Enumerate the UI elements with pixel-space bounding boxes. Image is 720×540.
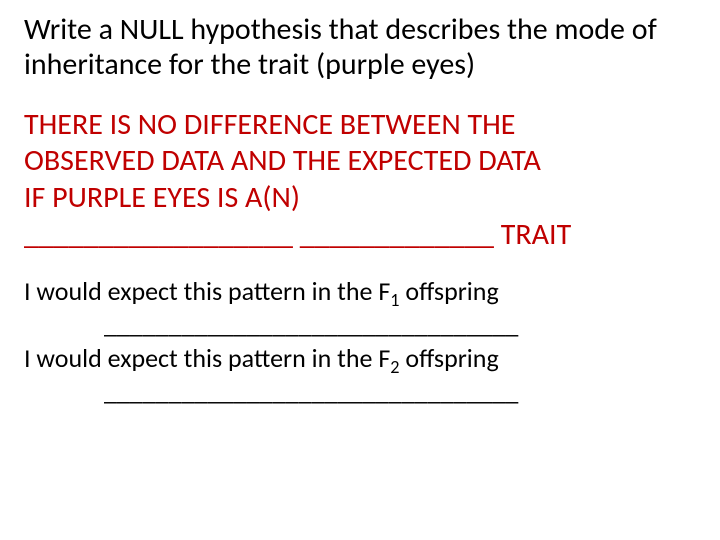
f2-expect-line: I would expect this pattern in the F2 of… bbox=[24, 342, 696, 375]
f1-expect-line: I would expect this pattern in the F1 of… bbox=[24, 275, 696, 308]
hypothesis-line-2: OBSERVED DATA AND THE EXPECTED DATA bbox=[24, 143, 696, 180]
expectations-block: I would expect this pattern in the F1 of… bbox=[24, 275, 696, 408]
prompt-text: Write a NULL hypothesis that describes t… bbox=[24, 12, 696, 83]
f1-pre: I would expect this pattern in the F bbox=[24, 275, 390, 307]
f2-pre: I would expect this pattern in the F bbox=[24, 342, 390, 374]
hypothesis-line-4-blanks: __________________ _____________ TRAIT bbox=[24, 217, 696, 254]
slide: Write a NULL hypothesis that describes t… bbox=[0, 0, 720, 540]
null-hypothesis-block: THERE IS NO DIFFERENCE BETWEEN THE OBSER… bbox=[24, 107, 696, 253]
f2-blank: ________________________________ bbox=[24, 375, 696, 408]
f1-post: offspring bbox=[400, 275, 499, 307]
hypothesis-line-3: IF PURPLE EYES IS A(N) bbox=[24, 180, 696, 217]
f1-blank: ________________________________ bbox=[24, 308, 696, 341]
f2-post: offspring bbox=[400, 342, 499, 374]
hypothesis-line-1: THERE IS NO DIFFERENCE BETWEEN THE bbox=[24, 107, 696, 144]
